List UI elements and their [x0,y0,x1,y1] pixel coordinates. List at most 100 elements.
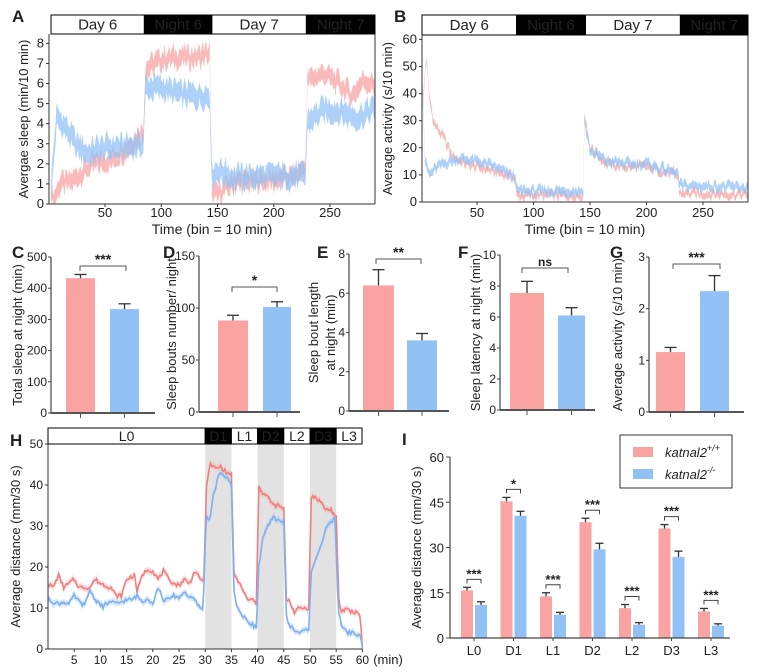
bar-ko [263,306,291,412]
legend-label-ko: katnal2-/- [665,465,715,482]
bar-wt [500,501,513,638]
header-label: L0 [119,428,135,444]
bar-ko [407,340,437,411]
x-tick-label: D2 [584,643,601,658]
y-axis-label: Avergae sleep (min/10 min) [16,40,31,199]
x-tick-label: 10 [94,653,108,667]
significance-bracket [624,596,640,601]
bar-wt [540,596,552,638]
x-tick-label: 30 [199,653,213,667]
y-tick-label: 0 [338,404,345,418]
significance-bracket [664,516,679,521]
dark-period-shade [310,444,337,649]
header-label: L3 [341,428,357,444]
y-axis-label: Sleep bouts number/ night [164,258,179,410]
significance-label: *** [688,249,705,265]
y-axis-label: Sleep latency at night (min) [468,254,483,412]
panel-H: H L0 D1 L1 D2 L2 D3 L3 0 10 20 30 40 50 5 10 15 20 25 30 35 4… [8,427,403,667]
y-tick-label: 6 [37,76,44,91]
significance-label: *** [624,584,640,599]
significance-label: *** [95,251,112,267]
y-tick-label: 6 [338,286,345,300]
header-label: Day 7 [240,17,279,34]
y-tick-label: 30 [30,519,44,533]
y-axis-label: Total sleep at night (min) [10,264,25,406]
significance-bracket [466,578,482,584]
y-axis-label: at night (min) [323,295,338,371]
header-label: D3 [314,428,332,444]
y-axis-label: Average distance (mm/30 s) [8,465,23,627]
legend-swatch-wt [633,447,653,457]
header-label: Day 6 [78,17,117,34]
y-axis-label: Average distance (mm/30 s) [409,466,424,628]
significance-bracket [79,265,127,271]
significance-bracket [521,267,569,273]
y-tick-label: 10 [30,601,44,615]
x-tick-label: D1 [505,643,522,658]
series-band-wt [51,41,375,204]
y-tick-label: 0 [37,196,44,211]
series-band-wt [421,57,749,202]
x-tick-label: 55 [330,653,344,667]
panel-F: F 0 2 4 6 8 10 ns Sleep latency at night (min) [458,243,595,417]
x-tick-label: 150 [579,205,601,220]
y-tick-label: 30 [403,113,417,128]
x-tick-label: 200 [263,205,285,220]
y-tick-label: 50 [182,353,196,367]
y-tick-label: 40 [30,478,44,492]
y-tick-label: 4 [37,116,44,131]
y-tick-label: 4 [489,341,496,355]
header-segment [305,14,376,35]
y-tick-label: 10 [403,167,417,182]
y-tick-label: 0 [489,403,496,417]
x-tick-label: 50 [303,653,317,667]
y-tick-label: 0 [188,405,195,419]
y-tick-label: 50 [30,437,44,451]
y-tick-label: 1 [37,176,44,191]
y-tick-label: 50 [403,59,417,74]
x-tick-label: 50 [470,205,484,220]
bar-ko [672,556,685,638]
panel-letter: B [394,7,406,26]
y-tick-label: 20 [30,560,44,574]
series-line-ko [47,471,364,648]
panel-letter: D [163,243,175,262]
panel-letter: E [317,243,328,262]
y-tick-label: 0 [40,406,47,420]
x-tick-label: 200 [636,205,658,220]
panel-E: E 0 2 4 6 8 ** Sleep bout length at night (min) [306,243,449,418]
y-tick-label: 8 [489,279,496,293]
header-label: Night 7 [690,17,738,34]
y-tick-label: 8 [37,35,44,50]
bar-wt [218,320,248,412]
panel-G: G 0 1 2 3 *** Average activity (s/10 min) [610,243,744,419]
significance-bracket [703,599,719,605]
x-tick-label: L0 [467,643,481,658]
y-tick-label: 10 [483,248,497,262]
bar-ko [593,549,606,638]
legend: katnal2+/+katnal2-/- [619,434,733,489]
header-label: Day 7 [613,17,652,34]
x-tick-label: 25 [172,653,186,667]
bar-wt [461,590,473,638]
panel-B: B Day 6 Night 6 Day 7 Night 7 0 10 20 30 40 50 60 50… [380,7,749,237]
bar-ko [514,515,527,638]
y-tick-label: 3 [638,250,645,264]
significance-label: *** [585,497,601,512]
header-label: Night 6 [527,17,575,34]
y-tick-label: 150 [175,249,195,263]
x-tick-label: L1 [546,643,560,658]
y-tick-label: 60 [430,450,444,465]
y-tick-label: 300 [27,312,47,326]
y-tick-label: 100 [175,301,195,315]
series-band-wt [48,459,363,649]
significance-bracket [231,286,278,292]
panel-D: D 0 50 100 150 * Sleep bouts number/ night [163,243,300,419]
x-tick-label: L2 [625,643,639,658]
bar-wt [619,608,631,638]
series-band-ko [48,469,363,649]
x-tick-label: 15 [120,653,134,667]
y-tick-label: 5 [37,96,44,111]
header-segment [679,14,749,36]
